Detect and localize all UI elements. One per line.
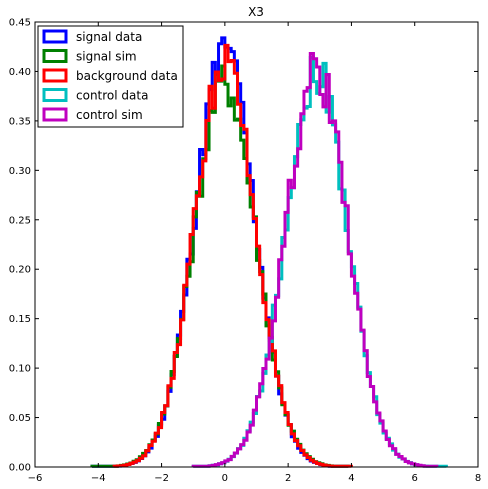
legend-label: signal sim [76, 50, 137, 64]
y-tick-label: 0.30 [9, 166, 31, 177]
legend-swatch [42, 107, 68, 122]
y-tick-label: 0.25 [9, 215, 31, 226]
x-tick-label: 4 [348, 473, 354, 484]
x-tick-label: 6 [412, 473, 418, 484]
legend-label: control sim [76, 108, 143, 122]
legend-label: control data [76, 89, 148, 103]
plot-frame [34, 21, 479, 468]
ticks-layer: −6 −4 −2 0 2 4 6 8 0.00 0.05 0.10 0.15 0.20 0.25 0.30 0… [9, 18, 481, 485]
series-control-sim-line [191, 51, 439, 468]
x-tick-label: −4 [91, 473, 106, 484]
legend-swatch [42, 88, 68, 102]
y-tick-label: 0.10 [9, 364, 31, 375]
y-tick-label: 0.20 [9, 265, 31, 276]
y-tick-label: 0.00 [9, 463, 31, 474]
x-tick-label: 2 [285, 473, 291, 484]
y-tick-label: 0.45 [9, 18, 31, 29]
legend: signal data signal sim background data cont… [37, 25, 184, 128]
x-tick-label: 8 [475, 473, 481, 484]
y-tick-label: 0.15 [9, 314, 31, 325]
legend-label: signal data [76, 30, 142, 44]
legend-swatch [42, 68, 68, 83]
legend-swatch [42, 29, 68, 44]
chart-title: X3 [248, 5, 264, 19]
x-tick-label: −2 [154, 473, 169, 484]
y-tick-label: 0.05 [9, 413, 31, 424]
legend-swatch [42, 49, 68, 63]
series-background-data-line [112, 43, 353, 468]
y-tick-label: 0.35 [9, 116, 31, 127]
legend-label: background data [76, 69, 178, 83]
x-tick-label: 0 [222, 473, 228, 484]
series-layer [90, 36, 448, 468]
y-tick-label: 0.40 [9, 67, 31, 78]
x-tick-label: −6 [28, 473, 43, 484]
